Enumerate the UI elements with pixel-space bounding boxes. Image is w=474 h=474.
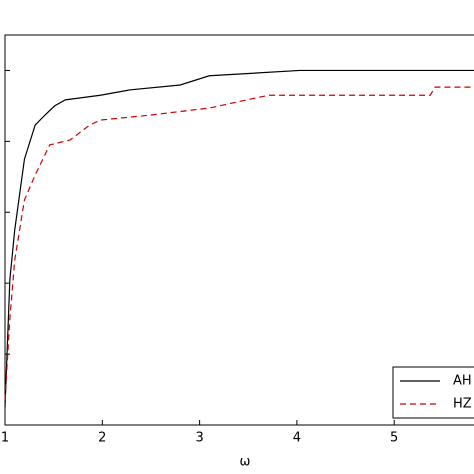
line-series xyxy=(4,86,474,401)
x-tick-label: 4 xyxy=(293,431,301,446)
plot-area xyxy=(4,34,474,426)
x-tick-label: 3 xyxy=(195,431,203,446)
x-axis-label: ω xyxy=(240,455,251,470)
legend-label: HZ xyxy=(453,397,472,412)
x-tick-label: 5 xyxy=(390,431,398,446)
x-tick-label: 1 xyxy=(1,431,9,446)
line-series xyxy=(4,69,474,408)
legend-box xyxy=(392,366,474,419)
legend-label: AH xyxy=(453,374,472,389)
x-tick-label: 2 xyxy=(98,431,106,446)
